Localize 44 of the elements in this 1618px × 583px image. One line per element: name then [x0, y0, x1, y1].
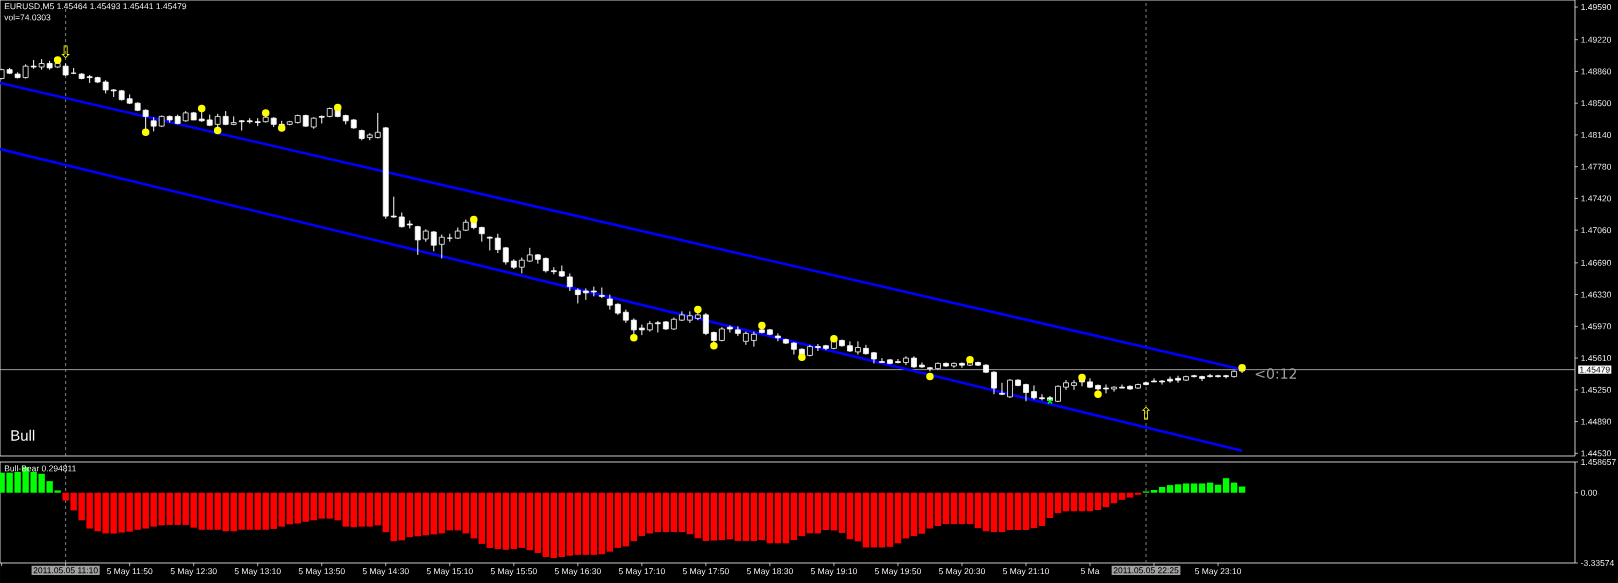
annotation: ⇧: [1141, 406, 1151, 420]
x-tick-label: 5 May 14:30: [362, 568, 409, 576]
ref-line-label: 2011.05.05 11:10: [33, 567, 98, 574]
x-tick-label: 5 Ma: [1080, 568, 1100, 575]
x-tick-label: 5 May 21:10: [1002, 568, 1050, 576]
y-tick-label: 1.46690: [1581, 259, 1612, 266]
y-tick-label: 1.47780: [1581, 163, 1612, 170]
annotation: Bull: [11, 429, 35, 441]
x-tick-label: 5 May 11:50: [106, 568, 153, 576]
x-tick-label: 5 May 17:10: [618, 568, 665, 576]
y-tick-label: 1.47420: [1581, 195, 1612, 202]
y-tick-label: 1.47060: [1581, 227, 1612, 234]
ref-line-label: 2011.05.05 22:25: [1113, 567, 1179, 574]
x-tick-label: 5 May 16:30: [554, 568, 601, 576]
annotation: ⇩: [61, 45, 70, 59]
y-tick-label: 1.48500: [1581, 100, 1612, 107]
y-tick-label: 0.00: [1581, 489, 1597, 496]
y-tick-label: -3.33574: [1581, 559, 1614, 566]
text: vol=74.0303: [4, 14, 51, 21]
x-tick-label: 5 May 15:50: [490, 568, 537, 576]
y-tick-label: 1.44890: [1581, 418, 1612, 425]
x-tick-label: 5 May 17:50: [682, 568, 729, 576]
chart-title: EURUSD,M5 1.45464 1.45493 1.45441 1.45479: [4, 3, 187, 11]
y-tick-label: 1.458657: [1581, 458, 1616, 465]
x-tick-label: 5 May 18:30: [746, 568, 793, 576]
x-tick-label: 5 May 19:10: [810, 568, 857, 576]
x-tick-label: 5 May 13:50: [298, 568, 345, 576]
y-tick-label: 1.49590: [1581, 4, 1612, 11]
x-tick-label: 5 May 23:10: [1195, 568, 1242, 576]
y-tick-label: 1.45970: [1581, 323, 1612, 330]
y-tick-label: 1.48140: [1581, 131, 1612, 138]
x-tick-label: 5 May 13:10: [234, 568, 281, 576]
y-tick-label: 1.45610: [1581, 355, 1612, 362]
y-tick-label: 1.46330: [1581, 291, 1612, 298]
x-tick-label: 5 May 15:10: [426, 568, 473, 576]
x-tick-label: 5 May 19:50: [874, 568, 921, 576]
y-tick-label: 1.48860: [1581, 68, 1612, 75]
ref-line-label: 1.45479: [1580, 366, 1610, 373]
x-tick-label: 5 May 12:30: [170, 568, 217, 576]
y-tick-label: 1.45250: [1581, 386, 1612, 393]
y-tick-label: 1.49220: [1581, 36, 1612, 43]
y-tick-label: 1.44530: [1581, 450, 1612, 457]
annotation: <0:12: [1255, 368, 1297, 379]
x-tick-label: 5 May 20:30: [938, 568, 986, 576]
